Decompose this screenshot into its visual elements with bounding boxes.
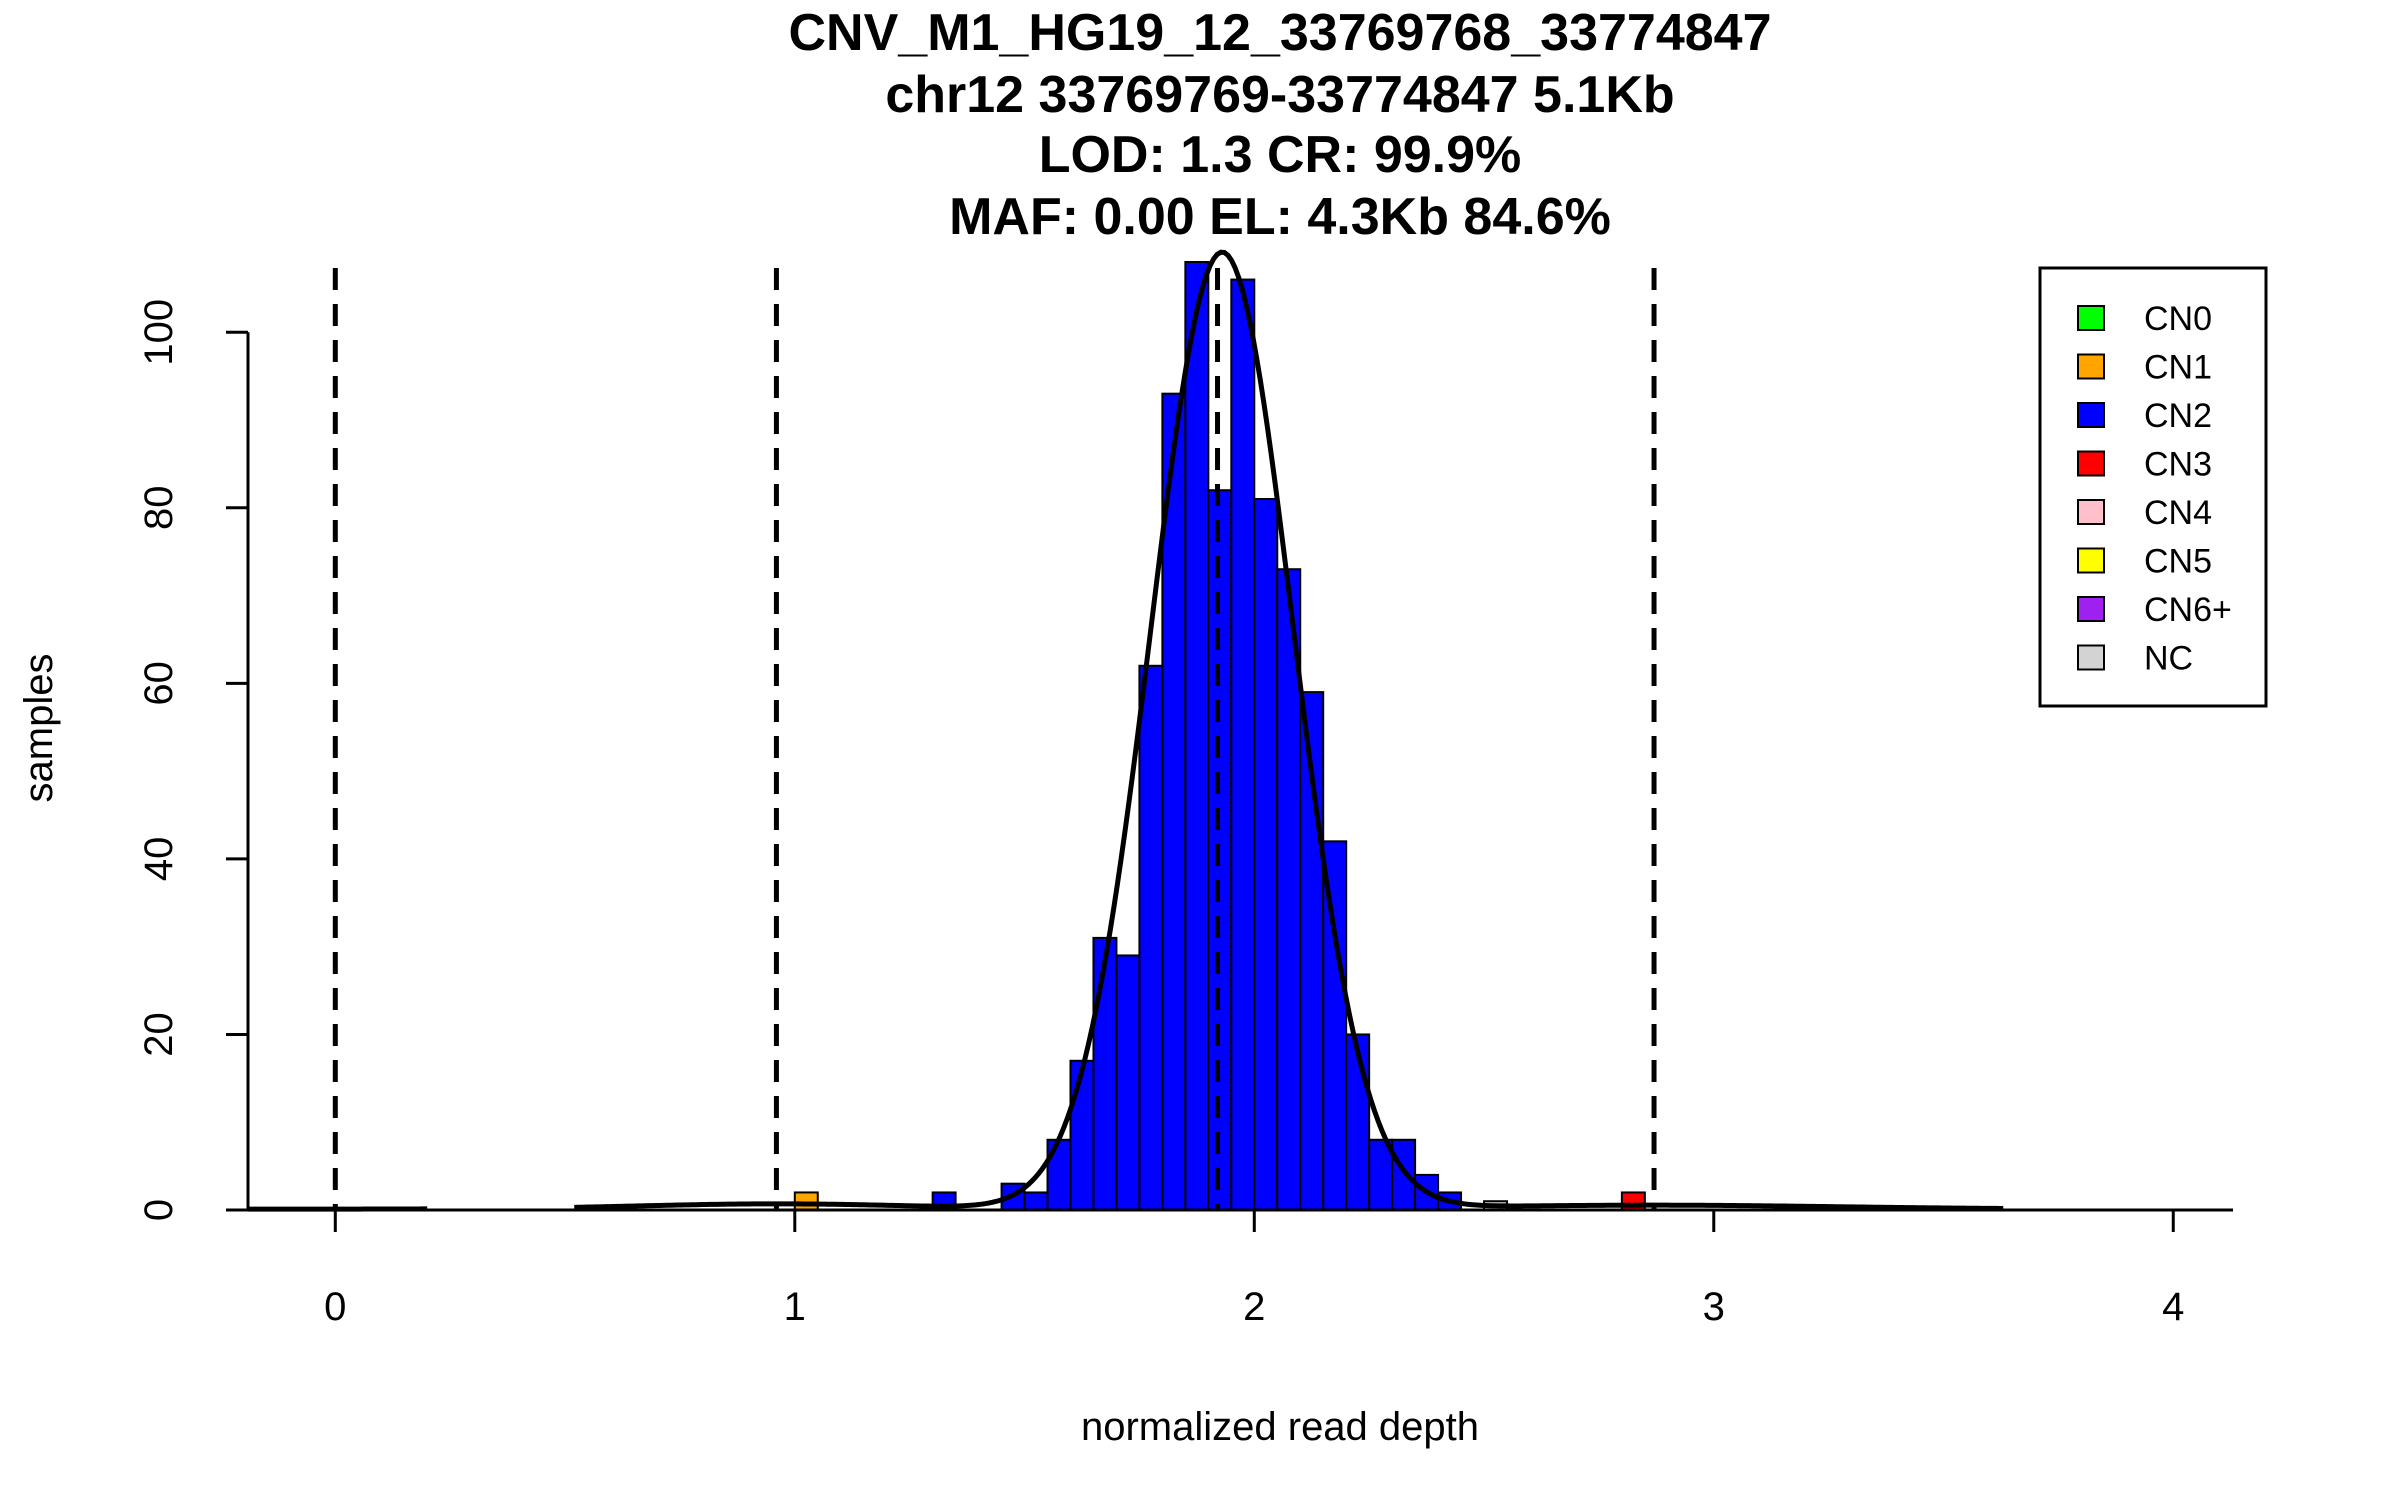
x-tick-label-1: 1 <box>784 1285 806 1329</box>
plot-area <box>248 249 2004 1212</box>
histogram-bar-8 <box>1138 664 1164 1211</box>
histogram-bar-13 <box>1253 498 1279 1211</box>
y-tick-label-5: 100 <box>137 299 181 366</box>
legend-label-4: CN4 <box>2144 494 2212 532</box>
legend-label-2: CN2 <box>2144 397 2212 435</box>
legend-swatch-1 <box>2077 353 2105 380</box>
y-tick-label-4: 80 <box>137 486 181 531</box>
histogram-bar-10 <box>1184 261 1210 1211</box>
y-tick-label-2: 40 <box>137 837 181 882</box>
legend-label-6: CN6+ <box>2144 591 2232 629</box>
histogram-bar-19 <box>1391 1138 1417 1212</box>
density-curve-segment-1 <box>574 249 2004 1211</box>
x-axis: 0 1 2 3 4 <box>248 1208 2233 1329</box>
cn-threshold-lines <box>332 268 1657 1210</box>
legend-swatch-3 <box>2077 450 2105 477</box>
y-tick-label-0: 0 <box>137 1199 181 1221</box>
legend-swatch-4 <box>2077 499 2105 525</box>
histogram-bar-7 <box>1115 954 1141 1212</box>
y-axis-label: samples <box>17 654 61 803</box>
title-line-3: LOD: 1.3 CR: 99.9% <box>1039 126 1522 184</box>
x-tick-label-0: 0 <box>324 1285 346 1329</box>
y-axis: 0 20 40 60 80 100 <box>137 299 250 1221</box>
legend-label-7: NC <box>2144 640 2193 678</box>
title-line-4: MAF: 0.00 EL: 4.3Kb 84.6% <box>949 188 1611 246</box>
legend-label-3: CN3 <box>2144 446 2212 484</box>
y-tick-label-1: 20 <box>137 1012 181 1057</box>
legend-label-0: CN0 <box>2144 300 2212 338</box>
histogram-bar-5 <box>1069 1059 1095 1212</box>
x-tick-label-4: 4 <box>2162 1285 2184 1329</box>
legend-label-5: CN5 <box>2144 543 2212 581</box>
histogram-bar-3 <box>1023 1191 1049 1212</box>
histogram-bar-0 <box>793 1191 819 1212</box>
histogram-bar-6 <box>1092 936 1118 1212</box>
histogram-bar-12 <box>1230 278 1256 1211</box>
x-axis-label: normalized read depth <box>1081 1405 1479 1449</box>
y-tick-label-3: 60 <box>137 661 181 706</box>
x-tick-label-3: 3 <box>1703 1285 1725 1329</box>
legend-swatch-2 <box>2077 402 2105 428</box>
legend-label-1: CN1 <box>2144 349 2212 387</box>
legend-swatch-6 <box>2077 596 2105 622</box>
title-line-2: chr12 33769769-33774847 5.1Kb <box>885 66 1674 124</box>
legend: CN0 CN1 CN2 CN3 CN4 CN5 CN6+ NC <box>2038 266 2268 708</box>
legend-swatch-0 <box>2077 305 2105 331</box>
x-tick-label-2: 2 <box>1243 1285 1265 1329</box>
title-line-1: CNV_M1_HG19_12_33769768_33774847 <box>788 4 1771 62</box>
legend-swatch-5 <box>2077 547 2105 574</box>
legend-box <box>2038 266 2268 708</box>
legend-swatch-7 <box>2077 644 2105 671</box>
